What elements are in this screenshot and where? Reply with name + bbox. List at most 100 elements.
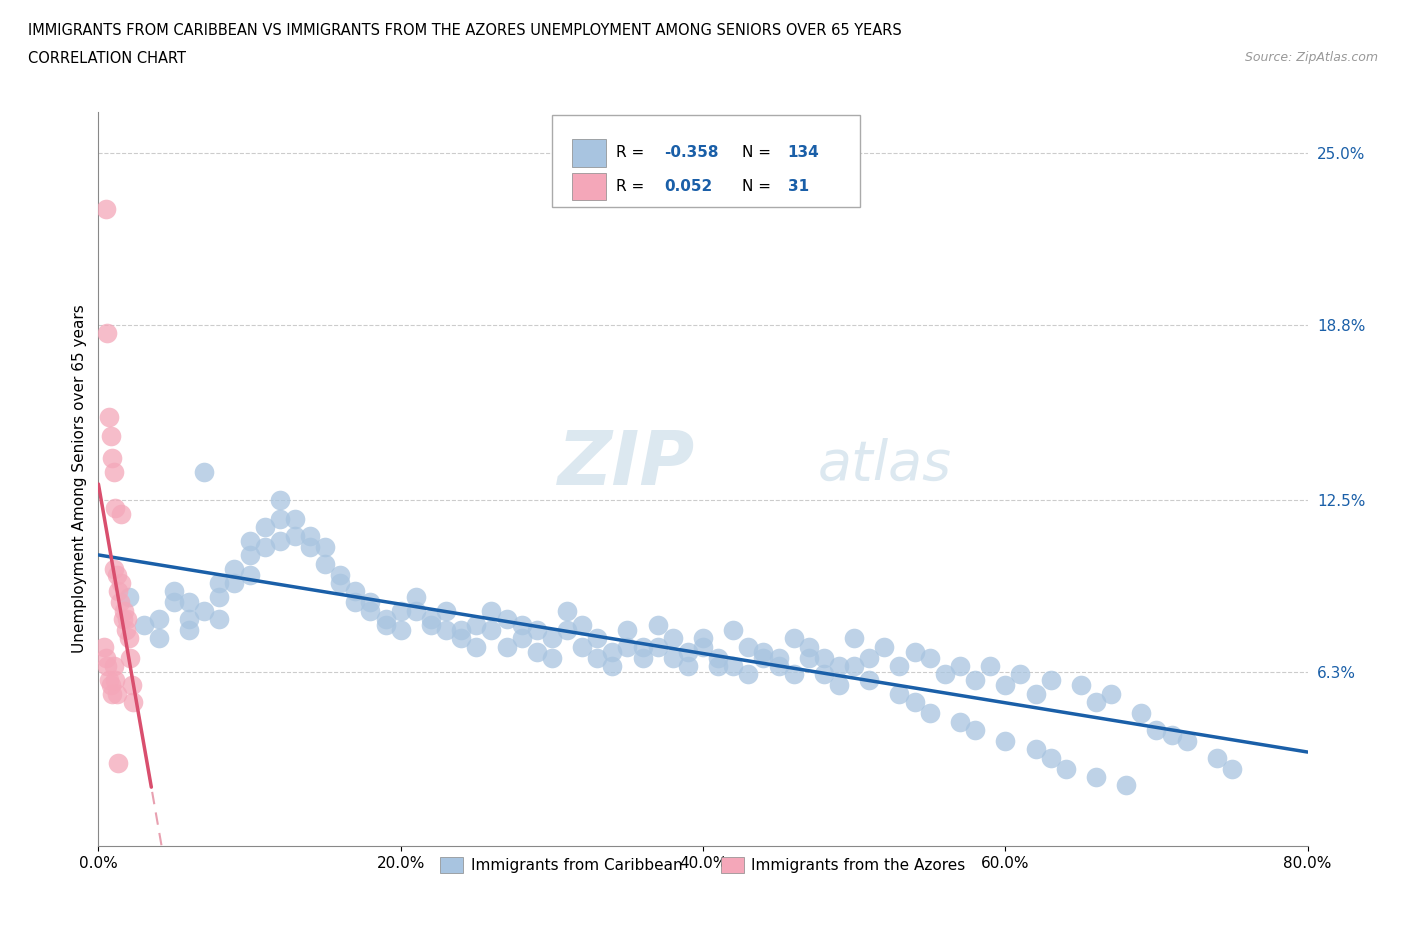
Point xyxy=(526,644,548,659)
Point xyxy=(692,639,714,654)
Point xyxy=(540,650,562,665)
Point xyxy=(768,650,790,665)
Point xyxy=(110,506,132,521)
Point xyxy=(344,595,367,610)
Point xyxy=(828,678,851,693)
Point xyxy=(465,639,488,654)
Point xyxy=(284,528,307,543)
Point xyxy=(239,548,262,563)
Point xyxy=(676,644,699,659)
Point xyxy=(239,534,262,549)
Text: -0.358: -0.358 xyxy=(664,145,718,160)
Point xyxy=(121,678,143,693)
Point xyxy=(239,567,262,582)
Point xyxy=(1085,769,1108,784)
Point xyxy=(94,650,117,665)
Point xyxy=(1070,678,1092,693)
Point xyxy=(329,576,352,591)
Point xyxy=(100,429,122,444)
Point xyxy=(111,612,134,627)
Point xyxy=(934,667,956,682)
Point xyxy=(193,465,215,480)
Text: CORRELATION CHART: CORRELATION CHART xyxy=(28,51,186,66)
Point xyxy=(224,576,246,591)
Point xyxy=(104,672,127,687)
Point xyxy=(540,631,562,645)
Point xyxy=(405,604,427,618)
Point xyxy=(132,618,155,632)
Point xyxy=(586,650,609,665)
Point xyxy=(1099,686,1122,701)
Point xyxy=(122,695,145,710)
Text: 0.052: 0.052 xyxy=(664,179,713,194)
Point xyxy=(329,567,352,582)
Point xyxy=(904,644,927,659)
Point xyxy=(555,604,578,618)
Point xyxy=(631,650,654,665)
Point xyxy=(889,658,911,673)
Point xyxy=(631,639,654,654)
Point xyxy=(813,667,835,682)
Point xyxy=(450,622,472,637)
Text: R =: R = xyxy=(616,179,650,194)
Point xyxy=(1220,762,1243,777)
Point xyxy=(299,528,322,543)
Point xyxy=(253,520,276,535)
Point xyxy=(450,631,472,645)
Text: atlas: atlas xyxy=(818,438,952,491)
Point xyxy=(571,618,593,632)
Point xyxy=(163,595,186,610)
Point xyxy=(949,714,972,729)
Point xyxy=(105,567,128,582)
Point xyxy=(105,686,128,701)
Point xyxy=(586,631,609,645)
Point xyxy=(118,590,141,604)
Point xyxy=(96,326,118,340)
Point xyxy=(1085,695,1108,710)
Point xyxy=(405,590,427,604)
Point xyxy=(360,604,382,618)
Point xyxy=(904,695,927,710)
Point xyxy=(647,618,669,632)
Point xyxy=(389,622,412,637)
Point xyxy=(481,622,503,637)
Point xyxy=(112,604,135,618)
Point xyxy=(314,539,336,554)
Point xyxy=(420,618,443,632)
Point xyxy=(965,723,987,737)
FancyBboxPatch shape xyxy=(551,115,860,207)
Point xyxy=(571,639,593,654)
Point xyxy=(389,604,412,618)
Point xyxy=(873,639,896,654)
Point xyxy=(965,672,987,687)
Point xyxy=(1039,751,1062,765)
Point xyxy=(813,650,835,665)
Point xyxy=(994,678,1017,693)
Point xyxy=(360,595,382,610)
Point xyxy=(269,534,291,549)
Point xyxy=(107,756,129,771)
Point xyxy=(269,512,291,526)
Point xyxy=(208,576,231,591)
Point xyxy=(101,686,124,701)
Point xyxy=(797,639,820,654)
Point xyxy=(344,584,367,599)
Text: N =: N = xyxy=(742,179,776,194)
Point xyxy=(374,612,396,627)
Text: 134: 134 xyxy=(787,145,820,160)
Point xyxy=(163,584,186,599)
Point xyxy=(752,650,775,665)
Point xyxy=(889,686,911,701)
Legend: Immigrants from Caribbean, Immigrants from the Azores: Immigrants from Caribbean, Immigrants fr… xyxy=(434,851,972,879)
Point xyxy=(752,644,775,659)
Point xyxy=(707,650,730,665)
Bar xyxy=(572,173,606,201)
Point xyxy=(495,639,517,654)
Point xyxy=(193,604,215,618)
Point xyxy=(616,622,638,637)
Text: Source: ZipAtlas.com: Source: ZipAtlas.com xyxy=(1244,51,1378,64)
Point xyxy=(844,631,866,645)
Point xyxy=(858,672,880,687)
Text: R =: R = xyxy=(616,145,650,160)
Point xyxy=(208,612,231,627)
